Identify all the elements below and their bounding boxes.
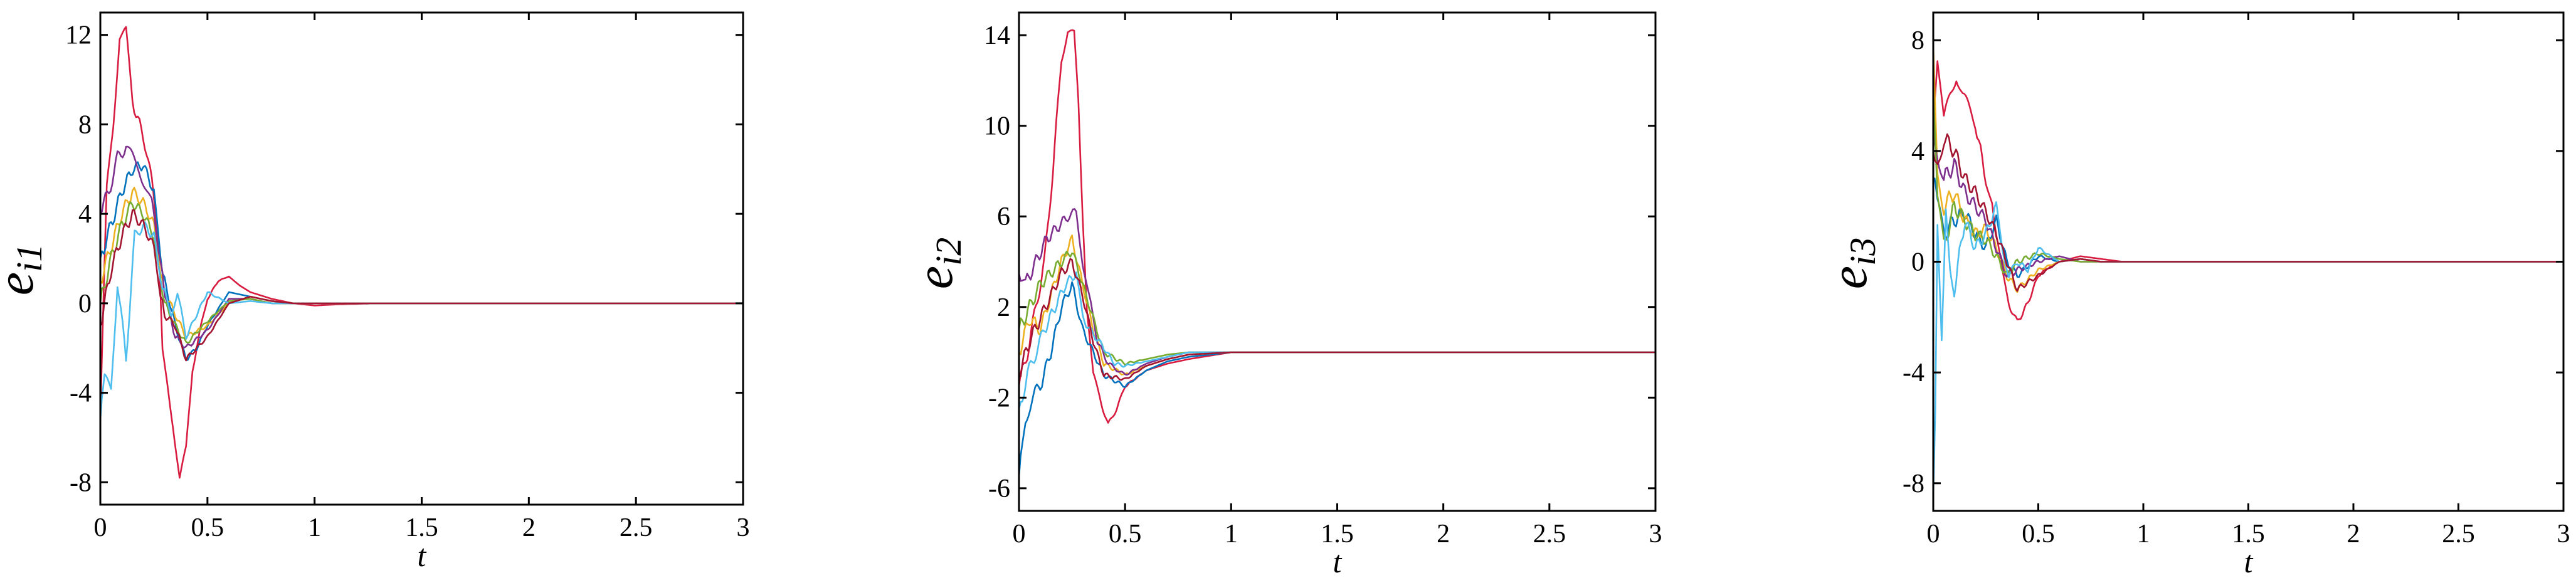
y-axis-label-base: e [0,272,45,295]
x-tick-label: 2.5 [2442,520,2475,549]
y-tick-label: 6 [997,202,1010,231]
y-axis-label-base: e [905,266,964,289]
y-axis-label-base: e [1820,266,1878,289]
series-line-3 [1019,234,1655,375]
y-tick-label: 12 [65,21,92,50]
y-tick-label: 8 [78,110,92,139]
y-axis-label: ei3 [1820,238,1883,289]
x-tick-label: 0.5 [2022,520,2055,549]
chart-panel-3: 0 0.5 1 1.5 2 2.5 3 -8 -4 0 4 8 t ei3 [1820,11,2570,579]
x-tick-label: 1.5 [405,513,438,542]
plot-frame [99,11,744,506]
y-axis-label: ei1 [0,244,50,295]
y-tick-label: 2 [997,293,1010,322]
series-line-3 [1933,45,2563,293]
x-axis-label: t [418,538,427,573]
x-tick-label: 3 [2557,520,2570,549]
y-tick-label: 4 [78,200,92,229]
y-tick-label: -4 [1903,359,1924,387]
series-line-6 [1019,271,1655,409]
x-tick-label: 2 [522,513,536,542]
series-group [1019,29,1655,477]
y-axis-label-subscript: i2 [928,238,969,266]
y-tick-label: 14 [984,21,1010,50]
x-tick-label: 1.5 [2232,520,2265,549]
y-tick-label: -4 [70,379,92,408]
y-axis-label-subscript: i3 [1842,238,1883,266]
series-line-7 [100,209,743,362]
y-tick-label: 0 [1911,248,1924,277]
series-line-1 [100,26,743,479]
series-line-6 [1933,201,2563,497]
x-tick-label: 0.5 [1109,520,1142,549]
series-group [1933,45,2563,497]
x-tick-label: 0.5 [191,513,224,542]
plot-frame [1018,11,1657,512]
chart-panel-1: 0 0.5 1 1.5 2 2.5 3 -8 -4 0 4 8 12 t ei1 [0,11,750,573]
y-tick-label: -2 [988,384,1010,412]
series-line-6 [100,221,743,420]
y-axis-label-subscript: i1 [9,244,50,272]
x-tick-label: 1 [308,513,321,542]
x-tick-label: 0 [94,513,107,542]
series-line-2 [1019,281,1655,477]
series-line-4 [1933,123,2563,278]
y-tick-label: 0 [78,290,92,318]
series-line-7 [1933,133,2563,292]
y-tick-label: -8 [70,468,92,497]
series-group [100,26,743,479]
series-line-4 [1019,208,1655,376]
x-axis-label: t [2244,544,2254,579]
x-tick-label: 2 [2347,520,2360,549]
x-tick-label: 0 [1927,520,1940,549]
series-line-7 [1019,258,1655,381]
series-line-5 [1019,250,1655,366]
x-tick-label: 1 [1225,520,1238,549]
x-tick-label: 3 [1649,520,1662,549]
x-tick-label: 2.5 [620,513,653,542]
series-line-5 [100,201,743,344]
y-tick-label: 4 [1911,137,1924,166]
x-tick-label: 2 [1437,520,1450,549]
x-tick-label: 2.5 [1533,520,1566,549]
chart-panel-2: 0 0.5 1 1.5 2 2.5 3 -6 -2 2 6 10 14 t ei2 [905,11,1662,579]
x-tick-label: 1 [2137,520,2150,549]
x-tick-label: 1.5 [1321,520,1354,549]
y-tick-label: -6 [988,475,1010,503]
y-tick-label: 8 [1911,26,1924,55]
y-tick-label: 10 [984,112,1010,141]
x-tick-label: 3 [737,513,750,542]
y-tick-label: -8 [1903,470,1924,498]
series-line-5 [1933,95,2563,275]
x-axis-label: t [1333,544,1343,579]
x-tick-label: 0 [1013,520,1026,549]
y-axis-label: ei2 [905,238,969,289]
